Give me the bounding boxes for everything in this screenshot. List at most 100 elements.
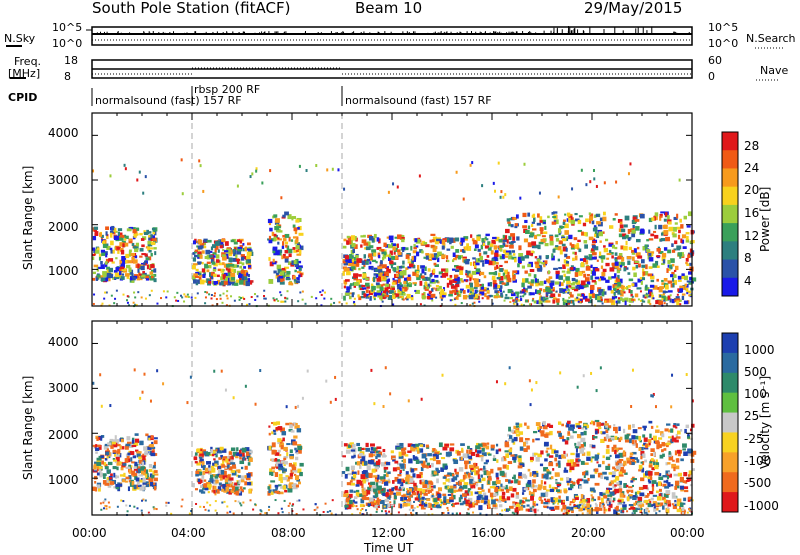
echo-pixel <box>123 473 125 477</box>
echo-pixel <box>187 294 189 296</box>
echo-pixel <box>475 263 479 266</box>
echo-pixel <box>439 499 442 501</box>
echo-pixel <box>518 455 521 458</box>
echo-pixel <box>217 275 220 277</box>
echo-pixel <box>392 268 395 271</box>
echo-pixel <box>198 261 202 263</box>
echo-pixel <box>595 468 599 472</box>
echo-pixel <box>553 268 558 270</box>
echo-pixel <box>505 297 510 299</box>
echo-pixel <box>597 496 600 500</box>
echo-pixel <box>539 281 543 286</box>
echo-pixel <box>568 297 570 299</box>
echo-pixel <box>421 250 424 253</box>
echo-pixel <box>352 293 354 298</box>
echo-pixel <box>206 461 211 465</box>
echo-pixel <box>645 244 648 249</box>
echo-pixel <box>641 265 645 268</box>
echo-pixel <box>618 426 620 431</box>
echo-pixel <box>678 230 681 233</box>
echo-pixel <box>680 486 684 490</box>
echo-pixel <box>218 457 221 460</box>
echo-pixel <box>195 503 197 505</box>
echo-pixel <box>640 290 642 292</box>
echo-pixel <box>436 460 441 464</box>
echo-pixel <box>668 227 673 232</box>
echo-pixel <box>617 500 621 502</box>
echo-pixel <box>280 196 282 199</box>
echo-pixel <box>663 259 665 263</box>
echo-pixel <box>656 279 659 282</box>
echo-pixel <box>142 192 144 195</box>
echo-pixel <box>175 300 177 302</box>
echo-pixel <box>562 271 565 273</box>
echo-pixel <box>322 290 324 292</box>
echo-pixel <box>571 187 573 190</box>
echo-pixel <box>635 226 639 231</box>
echo-pixel <box>664 219 667 222</box>
echo-pixel <box>581 280 586 285</box>
echo-pixel <box>202 471 205 475</box>
echo-pixel <box>143 373 145 376</box>
echo-pixel <box>402 247 405 250</box>
echo-pixel <box>672 503 674 505</box>
echo-pixel <box>141 296 143 298</box>
echo-pixel <box>613 218 616 221</box>
echo-pixel <box>97 445 101 447</box>
echo-pixel <box>595 231 597 234</box>
echo-pixel <box>494 253 498 258</box>
echo-pixel <box>151 290 153 292</box>
echo-pixel <box>277 438 281 442</box>
echo-pixel <box>552 216 556 218</box>
echo-pixel <box>556 298 560 302</box>
echo-pixel <box>512 457 516 461</box>
echo-pixel <box>611 290 614 294</box>
echo-pixel <box>230 273 235 278</box>
echo-pixel <box>275 458 277 462</box>
echo-pixel <box>636 287 641 289</box>
echo-pixel <box>625 216 630 221</box>
echo-pixel <box>388 244 392 248</box>
echo-pixel <box>424 242 428 245</box>
echo-pixel <box>605 239 608 241</box>
echo-pixel <box>348 445 351 448</box>
echo-pixel <box>503 235 505 239</box>
echo-pixel <box>195 471 199 474</box>
echo-pixel <box>205 296 207 298</box>
echo-pixel <box>105 466 109 469</box>
echo-pixel <box>620 224 624 228</box>
echo-pixel <box>437 469 439 472</box>
echo-pixel <box>678 276 682 280</box>
echo-pixel <box>511 224 514 227</box>
echo-pixel <box>458 294 460 296</box>
echo-pixel <box>592 241 596 243</box>
echo-pixel <box>646 293 648 295</box>
echo-pixel <box>507 508 510 511</box>
echo-pixel <box>614 436 617 440</box>
echo-pixel <box>602 303 604 305</box>
echo-pixel <box>650 394 652 397</box>
echo-pixel <box>110 446 113 449</box>
echo-pixel <box>408 498 411 501</box>
echo-pixel <box>534 453 538 456</box>
echo-pixel <box>649 434 651 439</box>
echo-pixel <box>653 452 655 457</box>
echo-pixel <box>585 472 588 475</box>
echo-pixel <box>399 282 401 285</box>
echo-pixel <box>552 503 554 505</box>
echo-pixel <box>652 480 657 484</box>
echo-pixel <box>373 489 378 493</box>
echo-pixel <box>665 212 668 216</box>
echo-pixel <box>457 451 461 456</box>
echo-pixel <box>380 476 385 479</box>
echo-pixel <box>459 497 461 502</box>
echo-pixel <box>613 424 615 426</box>
echo-pixel <box>634 261 639 263</box>
echo-pixel <box>151 253 153 257</box>
echo-pixel <box>459 270 463 275</box>
echo-pixel <box>467 508 469 510</box>
echo-pixel <box>374 501 376 503</box>
echo-pixel <box>528 226 530 230</box>
echo-pixel <box>488 489 491 493</box>
echo-pixel <box>426 445 429 448</box>
